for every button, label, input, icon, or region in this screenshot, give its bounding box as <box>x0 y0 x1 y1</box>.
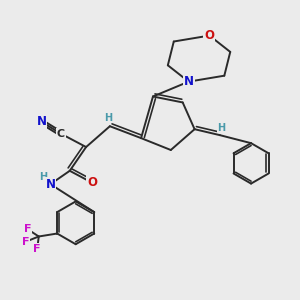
Text: O: O <box>204 29 214 42</box>
Text: N: N <box>37 115 46 128</box>
Text: F: F <box>22 237 29 247</box>
Text: F: F <box>24 224 31 234</box>
Text: H: H <box>39 172 47 182</box>
Text: N: N <box>45 178 56 191</box>
Text: H: H <box>218 123 226 133</box>
Text: O: O <box>87 176 97 189</box>
Text: F: F <box>34 244 41 254</box>
Text: N: N <box>184 75 194 88</box>
Text: H: H <box>104 113 112 123</box>
Text: C: C <box>57 129 65 139</box>
